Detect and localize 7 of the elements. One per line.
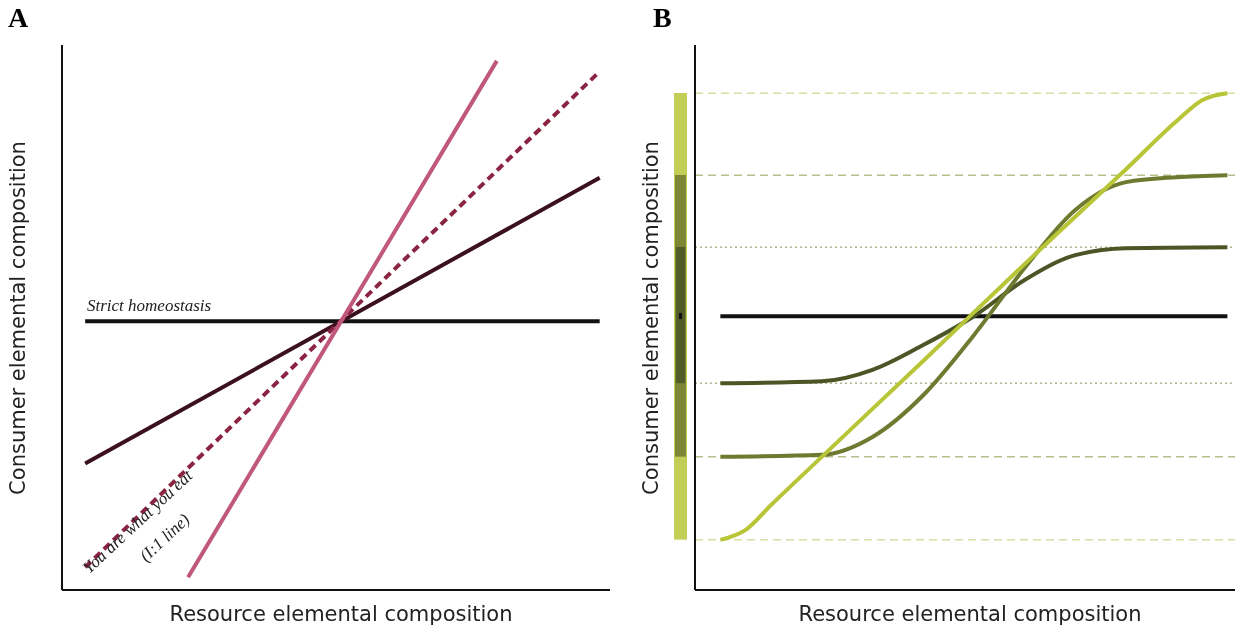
x-axis-title: Resource elemental composition — [797, 602, 1143, 626]
y-axis-title: Consumer elemental composition — [639, 141, 663, 495]
y-axis-title: Consumer elemental composition — [6, 141, 30, 495]
x-axis-title: Resource elemental composition — [168, 602, 514, 626]
chart-title: B — [653, 2, 672, 34]
annotation: Strict homeostasis — [87, 296, 212, 316]
chart-title: A — [8, 2, 29, 34]
